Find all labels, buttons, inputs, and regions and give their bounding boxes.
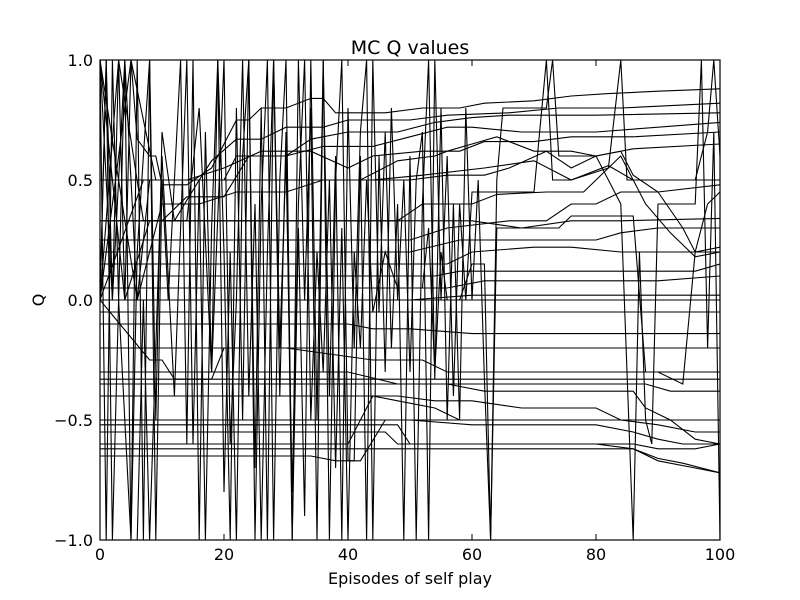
- x-tick-label: 40: [338, 545, 358, 564]
- x-tick-label: 0: [95, 545, 105, 564]
- series-line-10: [100, 184, 720, 241]
- series-line-27: [100, 383, 720, 392]
- series-line-15: [100, 275, 720, 289]
- series-line-12: [100, 217, 720, 229]
- series-line-31: [100, 448, 720, 474]
- y-tick-label: −1.0: [54, 531, 93, 550]
- x-tick-label: 60: [462, 545, 482, 564]
- x-axis: 0 20 40 60 80 100: [95, 60, 735, 564]
- y-tick-label: 0.5: [68, 171, 93, 190]
- series-line-20: [100, 323, 720, 335]
- series-group: [100, 60, 720, 540]
- y-axis: −1.0 −0.5 0.0 0.5 1.0: [54, 51, 720, 550]
- series-line-29: [100, 419, 720, 462]
- series-line-32: [100, 60, 720, 540]
- chart-title: MC Q values: [351, 37, 470, 59]
- x-axis-label: Episodes of self play: [328, 569, 492, 588]
- series-line-6: [100, 60, 720, 301]
- series-line-33: [100, 60, 720, 540]
- y-tick-label: −0.5: [54, 411, 93, 430]
- y-tick-label: 0.0: [68, 291, 93, 310]
- y-tick-label: 1.0: [68, 51, 93, 70]
- series-line-30: [100, 424, 720, 474]
- series-line-34: [100, 60, 720, 540]
- x-tick-label: 100: [705, 545, 736, 564]
- series-line-13: [100, 246, 720, 265]
- series-line-14: [100, 263, 720, 277]
- series-line-26: [100, 371, 720, 445]
- series-line-17: [100, 294, 720, 301]
- x-tick-label: 80: [586, 545, 606, 564]
- x-tick-label: 20: [214, 545, 234, 564]
- y-axis-label: Q: [29, 294, 48, 307]
